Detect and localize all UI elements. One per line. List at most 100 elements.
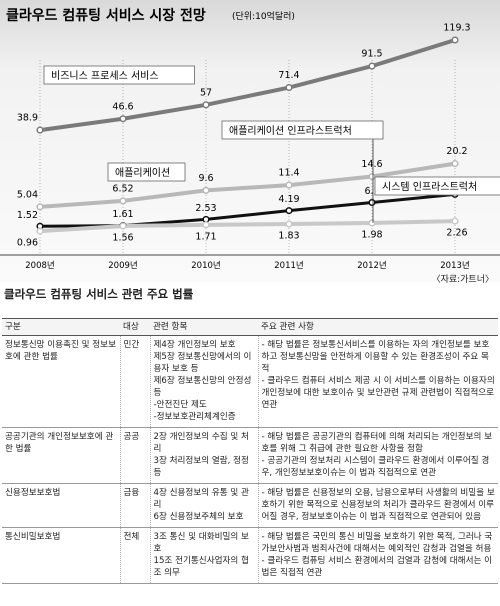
legend-box bbox=[374, 176, 500, 196]
table-cell: 2장 개인정보의 수집 및 처리 3장 처리정보의 열람, 정정 등 bbox=[150, 427, 259, 484]
cell-line: 3조 통신 및 대화비밀의 보호 bbox=[153, 532, 249, 554]
data-point bbox=[202, 221, 210, 229]
data-label: 20.2 bbox=[446, 146, 467, 157]
legend-box bbox=[221, 120, 384, 140]
data-label: 6.1 bbox=[364, 186, 379, 197]
table-row: 통신비밀보호법 전체 3조 통신 및 대화비밀의 보호 15조 전기통신사업자의 협조… bbox=[2, 527, 498, 584]
data-label: 14.6 bbox=[361, 159, 382, 170]
data-point bbox=[285, 83, 293, 92]
table-cell: 신용정보보호법 bbox=[2, 483, 121, 528]
source: 〈자료:가트너〉 bbox=[431, 275, 494, 285]
cell-line: 정보통신망 이용촉진 및 정보보호에 관한 법률 bbox=[5, 340, 116, 362]
data-point bbox=[368, 198, 376, 207]
cell-line: -정보보호관리체계인증 bbox=[153, 412, 236, 422]
table-cell: 3조 통신 및 대화비밀의 보호 15조 전기통신사업자의 협조 의무 bbox=[150, 527, 259, 584]
table-cell: - 해당 법률은 신용정보의 오용, 남용으로부터 사생활의 비밀을 보호하기 … bbox=[258, 483, 498, 528]
data-label: 38.9 bbox=[17, 113, 38, 124]
data-point bbox=[202, 186, 210, 194]
table-cell: - 해당 법률은 국민의 통신 비밀을 보호하기 위한 목적, 그러나 국가보안… bbox=[258, 527, 498, 584]
cell-line: -안전진단 제도 bbox=[153, 400, 207, 410]
table-cell: 공공기관의 개인정보보호에 관한 법률 bbox=[2, 427, 121, 484]
data-label: 0.96 bbox=[17, 238, 38, 249]
data-label: 91.5 bbox=[361, 49, 382, 60]
chart-subtitle: (단위:10억달러) bbox=[232, 10, 295, 22]
data-point bbox=[368, 172, 376, 181]
table-cell: 공공 bbox=[120, 427, 151, 484]
cell-line: 통신비밀보호법 bbox=[5, 532, 61, 542]
cell-line: 제6장 정보통신망의 안정성 등 bbox=[153, 376, 252, 398]
data-label: 1.52 bbox=[17, 210, 38, 221]
series-line bbox=[39, 38, 456, 133]
cell-line: 3장 처리정보의 열람, 정정 등 bbox=[153, 456, 249, 478]
data-point bbox=[368, 62, 376, 70]
cell-line: - 클라우드 컴퓨팅 서비스 환경에서의 검열과 감청에 대해서는 이 법은 직… bbox=[261, 556, 493, 578]
legend-box bbox=[43, 65, 195, 85]
x-tick-label: 2011년 bbox=[274, 260, 303, 271]
table-cell: 전체 bbox=[120, 527, 151, 584]
data-label: 1.83 bbox=[278, 230, 299, 241]
table-section: 클라우드 컴퓨팅 서비스 관련 주요 법률 구분 대상 관련 항목 주요 관련 사항 … bbox=[0, 282, 500, 584]
data-label: 9.6 bbox=[198, 173, 213, 184]
column-header: 대상 bbox=[120, 318, 150, 336]
column-header: 구분 bbox=[2, 318, 120, 336]
cell-line: - 해당 법률은 국민의 통신 비밀을 보호하기 위한 목적, 그러나 국가보안… bbox=[261, 532, 493, 554]
legend-label: 비즈니스 프로세스 서비스 bbox=[51, 70, 159, 82]
table-cell: 통신비밀보호법 bbox=[2, 527, 121, 584]
x-tick-label: 2012년 bbox=[357, 260, 386, 271]
cell-line: 민간 bbox=[123, 340, 140, 350]
data-point bbox=[202, 101, 210, 109]
data-label: 1.61 bbox=[112, 209, 133, 220]
table-cell: 금융 bbox=[120, 483, 151, 528]
data-label: 2.26 bbox=[446, 228, 467, 239]
data-point bbox=[119, 115, 127, 123]
cell-line: 금융 bbox=[123, 488, 140, 498]
series-line bbox=[39, 219, 456, 234]
law-table: 구분 대상 관련 항목 주요 관련 사항 정보통신망 이용촉진 및 정보보호에 관한 … bbox=[2, 318, 498, 584]
data-label: 57 bbox=[200, 87, 212, 98]
data-point bbox=[119, 197, 127, 205]
data-label: 6.52 bbox=[112, 183, 133, 194]
data-point bbox=[36, 227, 44, 235]
legend-label: 시스템 인프라스트럭처 bbox=[382, 181, 477, 193]
cell-line: 신용정보보호법 bbox=[5, 488, 61, 498]
data-label: 46.6 bbox=[112, 101, 133, 112]
header-row: 구분 대상 관련 항목 주요 관련 사항 bbox=[2, 318, 498, 336]
table-cell: - 해당 법률은 정보통신서비스를 이용하는 자의 개인정보를 보호하고 정보통… bbox=[258, 335, 498, 428]
table-title: 클라우드 컴퓨팅 서비스 관련 주요 법률 bbox=[4, 287, 194, 301]
table-cell: - 해당 법률은 공공기관의 컴퓨터에 의해 처리되는 개인정보의 보호를 위해… bbox=[258, 427, 498, 484]
legend-label: 애플리케이션 bbox=[115, 167, 170, 179]
data-point bbox=[36, 126, 44, 134]
cell-line: - 해당 법률은 신용정보의 오용, 남용으로부터 사생활의 비밀을 보호하기 … bbox=[261, 488, 495, 522]
data-point bbox=[451, 217, 459, 225]
legend-label: 애플리케이션 인프라스트럭처 bbox=[229, 125, 352, 137]
chart-title: 클라우드 컴퓨팅 서비스 시장 전망 bbox=[6, 7, 206, 24]
cell-line: 공공기관의 개인정보보호에 관한 법률 bbox=[5, 432, 114, 454]
table-cell: 정보통신망 이용촉진 및 정보보호에 관한 법률 bbox=[2, 335, 121, 428]
table-cell: 민간 bbox=[120, 335, 151, 428]
data-point bbox=[285, 207, 293, 215]
legend-box bbox=[107, 162, 186, 182]
data-label: 71.4 bbox=[278, 70, 299, 81]
data-label: 1.56 bbox=[112, 232, 133, 243]
cell-line: - 해당 법률은 정보통신서비스를 이용하는 자의 개인정보를 보호하고 정보통… bbox=[261, 340, 490, 374]
x-tick-label: 2013년 bbox=[440, 260, 469, 271]
cell-line: 전체 bbox=[123, 532, 140, 542]
data-label: 1.71 bbox=[195, 231, 216, 242]
data-point bbox=[451, 160, 459, 168]
x-tick-label: 2010년 bbox=[191, 260, 220, 271]
cell-line: 공공 bbox=[123, 432, 140, 442]
data-label: 4.19 bbox=[278, 194, 299, 205]
cell-line: - 공공기관의 정보처리 시스템이 클라우드 환경에서 이루어질 경우, 개인정… bbox=[261, 456, 490, 478]
table-row: 공공기관의 개인정보보호에 관한 법률 공공 2장 개인정보의 수집 및 처리 3장 … bbox=[2, 427, 498, 484]
cell-line: 제5장 정보통신망에서의 이용자 보호 등 bbox=[153, 352, 252, 374]
cell-line: 제4장 개인정보의 보호 bbox=[153, 340, 236, 350]
cell-line: - 클라우드 컴퓨터 서비스 제공 시 이 서비스를 이용하는 이용자의 개인정… bbox=[261, 376, 495, 410]
chart: 클라우드 컴퓨팅 서비스 시장 전망 (단위:10억달러) 2008년 2009년… bbox=[0, 0, 500, 282]
data-point bbox=[368, 219, 376, 227]
data-point bbox=[451, 36, 459, 44]
data-label: 1.98 bbox=[361, 229, 382, 240]
data-point bbox=[285, 220, 293, 228]
x-tick-label: 2008년 bbox=[25, 260, 54, 271]
